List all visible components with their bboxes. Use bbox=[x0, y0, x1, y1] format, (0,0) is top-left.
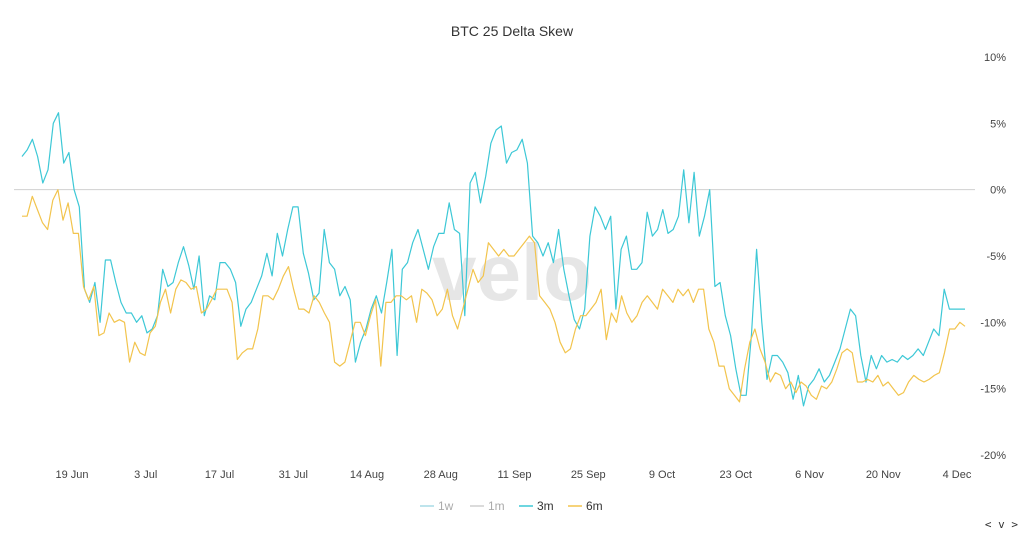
x-tick-label: 6 Nov bbox=[795, 469, 824, 481]
legend: 1w 1m 3m 6m bbox=[420, 499, 603, 513]
y-tick-label: 0% bbox=[990, 185, 1006, 197]
x-tick-label: 9 Oct bbox=[649, 469, 675, 481]
x-tick-label: 20 Nov bbox=[866, 469, 901, 481]
y-tick-label: -20% bbox=[980, 450, 1006, 462]
x-tick-label: 25 Sep bbox=[571, 469, 606, 481]
x-tick-label: 19 Jun bbox=[55, 469, 88, 481]
legend-item-1m[interactable]: 1m bbox=[488, 499, 505, 513]
chart-title: BTC 25 Delta Skew bbox=[451, 23, 574, 39]
series-line-6m bbox=[22, 189, 966, 403]
legend-item-6m[interactable]: 6m bbox=[586, 499, 603, 513]
x-tick-label: 31 Jul bbox=[279, 469, 308, 481]
y-tick-label: 10% bbox=[984, 52, 1006, 64]
x-tick-label: 14 Aug bbox=[350, 469, 384, 481]
y-tick-label: -15% bbox=[980, 384, 1006, 396]
x-tick-label: 17 Jul bbox=[205, 469, 234, 481]
legend-item-3m[interactable]: 3m bbox=[537, 499, 554, 513]
x-tick-label: 23 Oct bbox=[720, 469, 752, 481]
y-tick-label: -10% bbox=[980, 317, 1006, 329]
x-tick-label: 3 Jul bbox=[134, 469, 157, 481]
x-tick-label: 4 Dec bbox=[943, 469, 972, 481]
watermark: velo bbox=[432, 228, 592, 317]
y-tick-label: 5% bbox=[990, 118, 1006, 130]
x-tick-label: 11 Sep bbox=[497, 469, 531, 481]
x-tick-label: 28 Aug bbox=[424, 469, 458, 481]
y-tick-label: -5% bbox=[986, 251, 1006, 263]
chart-navigation-arrows[interactable]: < v > bbox=[984, 518, 1018, 531]
legend-item-1w[interactable]: 1w bbox=[438, 499, 454, 513]
